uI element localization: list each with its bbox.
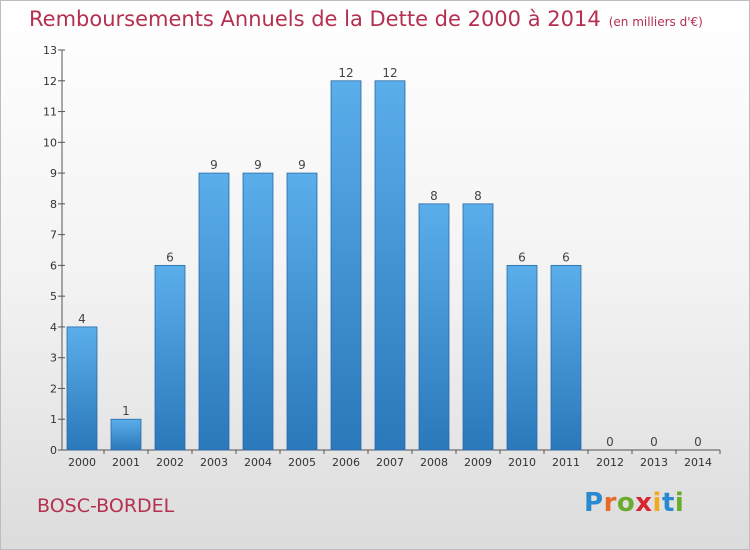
data-label: 9 [254, 158, 262, 172]
x-tick-label: 2014 [684, 456, 712, 469]
x-tick-label: 2012 [596, 456, 624, 469]
x-tick-label: 2005 [288, 456, 316, 469]
y-tick-label: 7 [50, 229, 57, 242]
y-tick-label: 6 [50, 259, 57, 272]
logo-letter: x [635, 488, 653, 518]
x-tick-label: 2006 [332, 456, 360, 469]
data-label: 6 [166, 250, 174, 264]
y-tick-label: 2 [50, 382, 57, 395]
x-tick-label: 2013 [640, 456, 668, 469]
y-tick-label: 5 [50, 290, 57, 303]
y-tick-label: 3 [50, 352, 57, 365]
data-label: 9 [210, 158, 218, 172]
logo-letter: r [603, 488, 617, 518]
data-label: 9 [298, 158, 306, 172]
y-tick-label: 12 [43, 75, 57, 88]
logo-letter: o [616, 488, 636, 518]
x-tick-label: 2004 [244, 456, 272, 469]
data-label: 8 [474, 189, 482, 203]
chart-title-text: Remboursements Annuels de la Dette de 20… [29, 7, 601, 31]
logo-letter: P [584, 488, 604, 518]
chart-title: Remboursements Annuels de la Dette de 20… [29, 7, 703, 31]
data-label: 6 [562, 250, 570, 264]
bar [242, 172, 274, 451]
bar [374, 80, 406, 451]
bar [506, 264, 538, 451]
x-tick-label: 2003 [200, 456, 228, 469]
x-tick-label: 2007 [376, 456, 404, 469]
city-name: BOSC-BORDEL [37, 495, 175, 517]
y-tick-label: 1 [50, 413, 57, 426]
y-tick-label: 13 [43, 44, 57, 57]
bar [198, 172, 230, 451]
data-label: 12 [382, 66, 397, 80]
data-label: 0 [606, 435, 614, 449]
data-label: 8 [430, 189, 438, 203]
bar [286, 172, 318, 451]
x-tick-label: 2011 [552, 456, 580, 469]
data-label: 0 [650, 435, 658, 449]
bar [550, 264, 582, 451]
data-label: 0 [694, 435, 702, 449]
bar [462, 203, 494, 451]
y-tick-label: 8 [50, 198, 57, 211]
y-tick-label: 4 [50, 321, 57, 334]
logo-letter: i [674, 488, 685, 518]
logo-letter: t [661, 488, 675, 518]
y-tick-label: 10 [43, 136, 57, 149]
x-tick-label: 2010 [508, 456, 536, 469]
data-label: 6 [518, 250, 526, 264]
bar [330, 80, 362, 451]
x-tick-label: 2000 [68, 456, 96, 469]
bar [110, 418, 142, 451]
bar [154, 264, 186, 451]
bar [66, 326, 98, 451]
chart-unit: (en milliers d'€) [608, 15, 703, 29]
y-tick-label: 11 [43, 106, 57, 119]
x-tick-label: 2008 [420, 456, 448, 469]
logo-letter: i [652, 488, 662, 518]
y-tick-label: 0 [50, 444, 57, 457]
data-label: 12 [338, 66, 353, 80]
data-label: 4 [78, 312, 86, 326]
proxiti-logo: Proxiti [584, 488, 684, 518]
x-tick-label: 2009 [464, 456, 492, 469]
y-tick-label: 9 [50, 167, 57, 180]
x-tick-label: 2002 [156, 456, 184, 469]
data-label: 1 [122, 404, 130, 418]
bar [418, 203, 450, 451]
x-tick-label: 2001 [112, 456, 140, 469]
